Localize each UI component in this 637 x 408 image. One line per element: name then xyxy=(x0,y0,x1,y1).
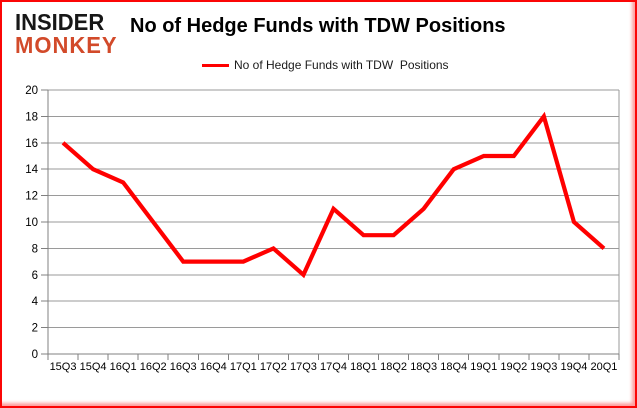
y-axis-label: 4 xyxy=(32,296,39,308)
x-axis-label: 19Q4 xyxy=(560,361,587,373)
x-axis-label: 18Q3 xyxy=(410,361,437,373)
y-axis-label: 16 xyxy=(25,138,38,150)
x-axis-label: 16Q1 xyxy=(110,361,137,373)
logo-text-monkey: MONKEY xyxy=(15,31,118,59)
x-axis-label: 17Q3 xyxy=(290,361,317,373)
x-axis-label: 16Q2 xyxy=(140,361,167,373)
y-axis-label: 14 xyxy=(25,164,38,176)
logo-text-insider: INSIDER xyxy=(15,8,105,36)
y-axis-label: 2 xyxy=(32,323,38,335)
x-axis-label: 15Q3 xyxy=(50,361,77,373)
legend: No of Hedge Funds with TDW Positions xyxy=(202,58,449,72)
x-axis-label: 18Q2 xyxy=(380,361,407,373)
x-axis-label: 20Q1 xyxy=(591,361,618,373)
x-axis-label: 18Q4 xyxy=(440,361,467,373)
y-axis-label: 8 xyxy=(32,243,38,255)
series-line-tdw xyxy=(61,111,606,279)
x-axis-label: 17Q2 xyxy=(260,361,287,373)
x-axis-label: 16Q4 xyxy=(200,361,227,373)
x-axis-label: 18Q1 xyxy=(350,361,377,373)
x-axis-label: 19Q1 xyxy=(470,361,497,373)
legend-label: No of Hedge Funds with TDW Positions xyxy=(234,58,449,72)
y-axis-label: 6 xyxy=(32,270,38,282)
y-axis-label: 0 xyxy=(32,349,38,361)
x-axis-label: 17Q1 xyxy=(230,361,257,373)
x-axis-label: 15Q4 xyxy=(80,361,107,373)
insider-monkey-logo: INSIDER MONKEY xyxy=(15,8,118,59)
x-axis-label: 19Q2 xyxy=(500,361,527,373)
x-axis-label: 17Q4 xyxy=(320,361,347,373)
y-axis-label: 10 xyxy=(25,217,38,229)
x-axis-label: 19Q3 xyxy=(530,361,557,373)
line-chart: 0 2 4 6 8 10 12 14 16 18 20 15Q3 15Q4 16Q1 16Q2 16Q3 16Q… xyxy=(25,85,620,373)
x-axis-label: 16Q3 xyxy=(170,361,197,373)
y-axis-label: 18 xyxy=(25,111,38,123)
y-axis-label: 12 xyxy=(25,191,38,203)
legend-line-swatch xyxy=(202,63,229,67)
chart-title: No of Hedge Funds with TDW Positions xyxy=(130,15,506,37)
y-axis-label: 20 xyxy=(25,85,38,97)
